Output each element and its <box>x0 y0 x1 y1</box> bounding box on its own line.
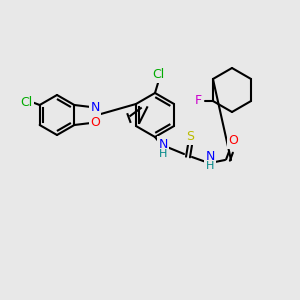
Text: S: S <box>186 130 194 143</box>
Text: H: H <box>206 161 214 171</box>
Text: N: N <box>205 151 215 164</box>
Text: F: F <box>194 94 202 107</box>
Text: O: O <box>228 134 238 148</box>
Text: H: H <box>159 149 167 159</box>
Text: Cl: Cl <box>152 68 164 82</box>
Text: Cl: Cl <box>21 95 33 109</box>
Text: N: N <box>158 137 168 151</box>
Text: O: O <box>90 116 100 129</box>
Text: N: N <box>90 101 100 114</box>
